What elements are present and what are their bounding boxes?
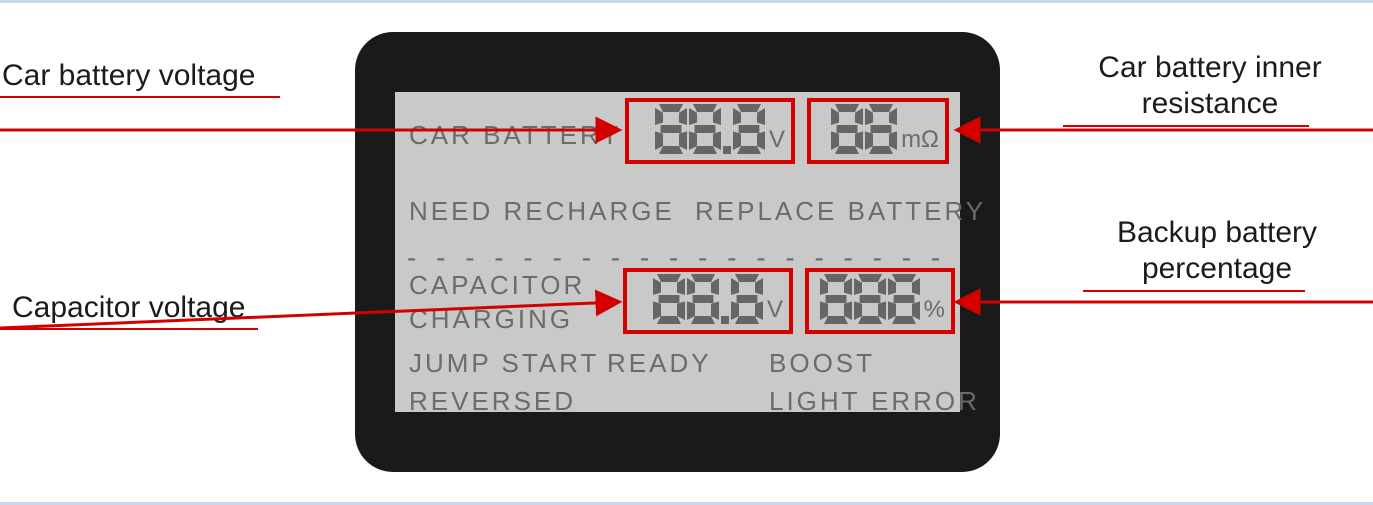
seg-digits [655, 104, 765, 154]
underline-top-left [0, 96, 280, 98]
lcd-label-boost: BOOST [769, 348, 875, 379]
callout-car-battery-voltage: Car battery voltage [2, 58, 255, 94]
lcd-label-error: ERROR [871, 386, 980, 417]
lcd-label-reversed: REVERSED [409, 386, 576, 417]
readout-voltage-top: V [625, 98, 795, 164]
underline-mid-right [1083, 290, 1305, 292]
lcd-label-car-battery: CAR BATTERY [409, 120, 622, 151]
underline-top-right [1063, 125, 1309, 127]
readout-percent: % [805, 268, 955, 334]
callout-line1: Car battery inner [1060, 50, 1360, 86]
callout-line2: percentage [1067, 251, 1367, 287]
lcd-screen: CAR BATTERY V mΩ NEED RECHARGE REPLACE B… [395, 92, 960, 412]
callout-inner-resistance: Car battery inner resistance [1060, 50, 1360, 122]
diagram-canvas: Car battery voltage Car battery inner re… [0, 0, 1373, 505]
lcd-label-replace-battery: REPLACE BATTERY [695, 196, 986, 227]
seg-digits [820, 274, 920, 324]
callout-line1: Backup battery [1067, 215, 1367, 251]
unit-v: V [769, 126, 785, 158]
readout-voltage-bot: V [623, 268, 793, 334]
device-bezel: CAR BATTERY V mΩ NEED RECHARGE REPLACE B… [355, 32, 1000, 472]
callout-text: Car battery voltage [2, 59, 255, 92]
seg-digits [653, 274, 763, 324]
unit-percent: % [924, 296, 945, 328]
lcd-label-jump-start: JUMP START [409, 348, 599, 379]
callout-text: Capacitor voltage [12, 291, 245, 324]
unit-v: V [767, 296, 783, 328]
seg-digits [831, 104, 897, 154]
lcd-label-charging: CHARGING [409, 304, 573, 335]
top-rule [0, 0, 1373, 3]
lcd-label-capacitor: CAPACITOR [409, 270, 585, 301]
callout-capacitor-voltage: Capacitor voltage [12, 290, 245, 326]
callout-backup-percent: Backup battery percentage [1067, 215, 1367, 287]
callout-line2: resistance [1060, 86, 1360, 122]
lcd-label-ready: READY [607, 348, 712, 379]
readout-resistance: mΩ [807, 98, 949, 164]
unit-mohm: mΩ [901, 126, 939, 158]
lcd-label-need-recharge: NEED RECHARGE [409, 196, 675, 227]
lcd-label-light: LIGHT [769, 386, 861, 417]
underline-bot-left [0, 328, 258, 330]
